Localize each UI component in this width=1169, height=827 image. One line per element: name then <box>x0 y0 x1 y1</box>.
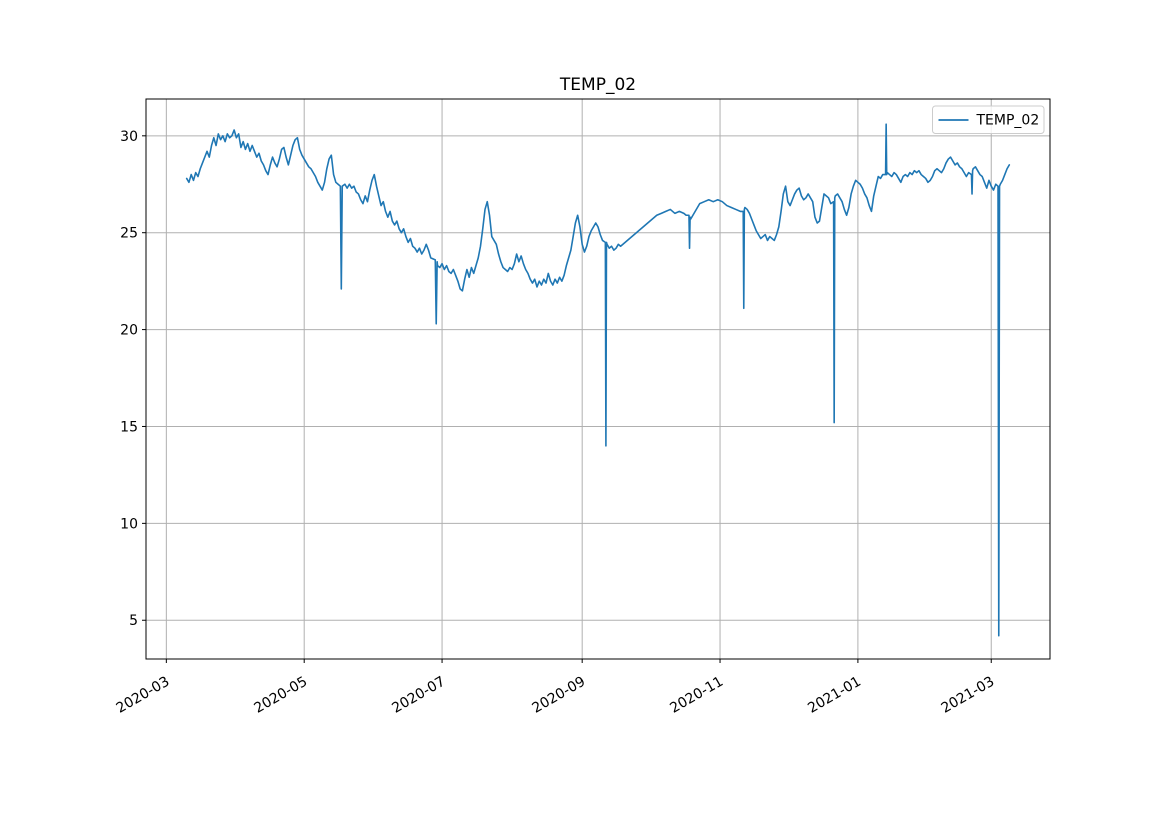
data-series <box>185 123 1011 637</box>
y-tick-label: 10 <box>120 516 138 532</box>
plot-spines <box>145 98 1051 660</box>
y-tick-label: 5 <box>129 613 138 629</box>
x-tick-label: 2020-09 <box>530 674 589 717</box>
grid-lines <box>146 99 1050 659</box>
x-tick-label: 2020-07 <box>389 674 448 717</box>
legend-box <box>932 105 1045 134</box>
temp-line <box>185 123 1011 637</box>
x-tick-label: 2021-03 <box>939 674 998 717</box>
x-tick-label: 2020-03 <box>114 674 173 717</box>
y-tick-label: 25 <box>120 226 138 242</box>
y-tick-label: 20 <box>120 323 138 339</box>
x-tick-label: 2021-01 <box>805 674 864 717</box>
x-axis: 2020-03 2020-05 2020-07 2020-09 2020-11 2021-… <box>114 659 998 717</box>
x-tick-label: 2020-05 <box>252 674 311 717</box>
y-tick-label: 30 <box>120 129 138 145</box>
y-tick-label: 15 <box>120 419 138 435</box>
x-tick-label: 2020-11 <box>667 674 726 717</box>
legend-label: TEMP_02 <box>976 113 1040 129</box>
plot-area <box>146 99 1050 659</box>
chart-title: TEMP_02 <box>559 75 636 95</box>
legend: TEMP_02 <box>932 105 1045 134</box>
y-axis: 5 10 15 20 25 30 <box>120 129 146 629</box>
